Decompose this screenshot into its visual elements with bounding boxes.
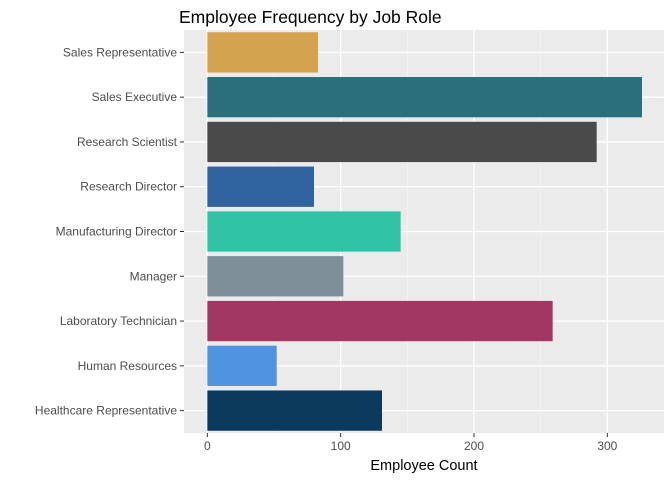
y-tick-label: Healthcare Representative [35,404,177,418]
y-tick-label: Sales Executive [92,90,178,104]
chart-title: Employee Frequency by Job Role [179,7,442,27]
x-tick-label: 200 [464,439,484,453]
x-axis-title: Employee Count [370,458,477,474]
bar [207,121,597,163]
y-axis-ticks: Sales Representative Sales Executive Resea… [35,45,184,418]
bar [207,211,401,252]
x-axis-ticks: 0 100 200 300 [204,433,618,453]
bar [207,300,553,342]
bar [207,256,344,297]
y-tick-label: Research Director [80,180,177,194]
y-tick-label: Laboratory Technician [60,314,177,328]
y-tick-label: Manufacturing Director [56,225,177,239]
y-tick-label: Human Resources [78,359,177,373]
bar [207,345,277,386]
x-tick-label: 300 [597,439,617,453]
y-tick-label: Sales Representative [63,45,177,59]
x-tick-label: 100 [331,439,351,453]
bars [207,32,643,431]
y-tick-label: Research Scientist [77,135,178,149]
bar [207,32,318,73]
bar [207,166,314,207]
x-tick-label: 0 [204,439,211,453]
bar [207,77,643,118]
bar [207,390,382,431]
y-tick-label: Manager [130,269,177,283]
